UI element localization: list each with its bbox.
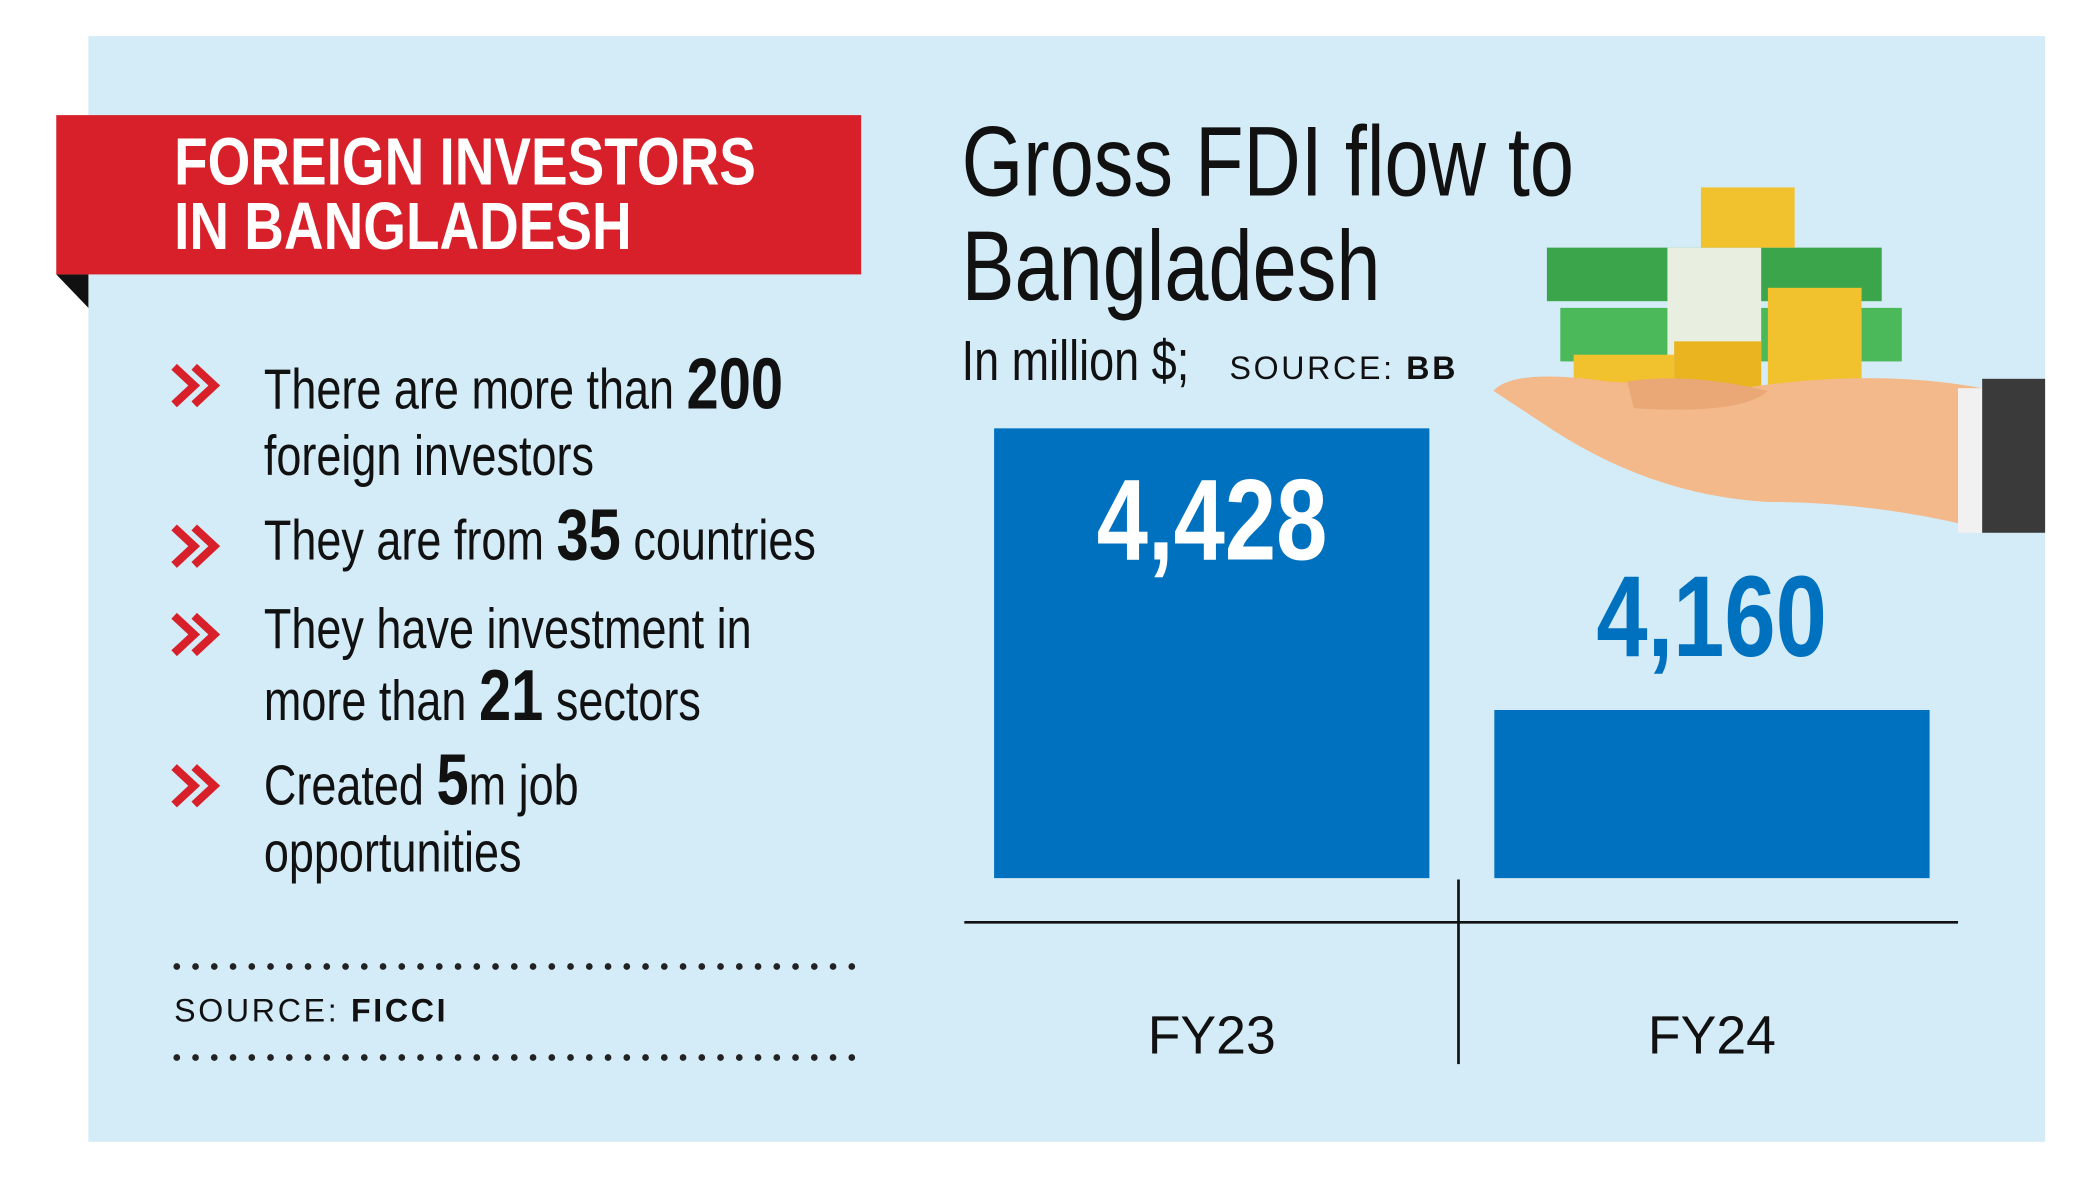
x-tick-label: FY24: [1647, 1006, 1776, 1066]
source-label: SOURCE:: [174, 993, 340, 1030]
chart-title: Gross FDI flow to Bangladesh: [961, 105, 1575, 322]
bar: [994, 428, 1430, 879]
bullet-segment: There are more than: [263, 357, 687, 421]
banner-fold: [56, 274, 89, 308]
x-tick-label: FY23: [1147, 1006, 1276, 1066]
value-label: 4,428: [1096, 456, 1328, 585]
money-illustration: [1493, 187, 2046, 533]
bullet-segment: m job opportunities: [263, 753, 579, 884]
bar: [1494, 709, 1930, 879]
bullet-segment: sectors: [543, 669, 701, 733]
source-name: BB: [1406, 350, 1459, 387]
dotted-rules: [173, 963, 861, 1061]
bullet-segment: They are from: [263, 508, 557, 572]
bullet-text: Created 5m job opportunities: [263, 744, 579, 886]
bullet-icons: [171, 363, 221, 808]
bullet-text: There are more than 200 foreign investor…: [263, 348, 783, 490]
bullet-segment: They have investment in more than: [263, 597, 752, 733]
bullet-segment: Created: [263, 753, 437, 817]
banner: [56, 115, 862, 275]
bullet-number: 35: [556, 495, 621, 576]
bullet-segment: foreign investors: [263, 424, 595, 488]
bullet-number: 21: [478, 655, 544, 737]
chart-source: SOURCE: BB: [1229, 351, 1458, 388]
bullet-text: They have investment in more than 21 sec…: [264, 596, 752, 735]
value-label: 4,160: [1596, 553, 1828, 682]
source-label: SOURCE:: [1229, 350, 1395, 387]
chart-subtitle: In million $;: [961, 329, 1190, 393]
bullet-number: 5: [436, 740, 469, 821]
panel-source: SOURCE: FICCI: [174, 993, 448, 1030]
bullet-text: They are from 35 countries: [263, 499, 816, 574]
bullet-segment: countries: [620, 508, 816, 572]
banner-title: FOREIGN INVESTORS IN BANGLADESH: [174, 124, 756, 264]
bullet-number: 200: [686, 344, 784, 425]
source-name: FICCI: [350, 993, 449, 1030]
